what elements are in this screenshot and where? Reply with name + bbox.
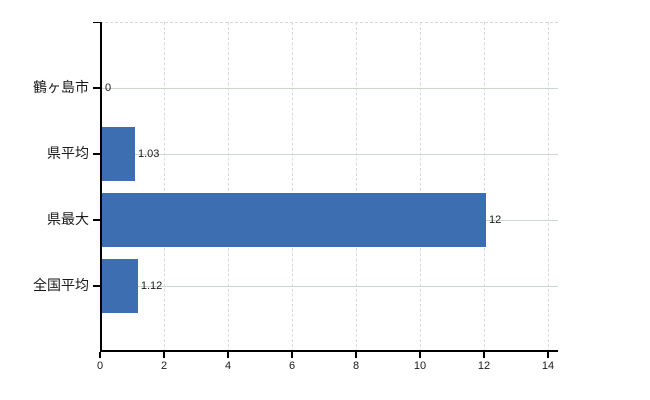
x-axis-tick xyxy=(227,352,229,358)
x-axis xyxy=(100,350,558,352)
plot-top-gridline xyxy=(100,22,558,23)
y-axis-tick xyxy=(93,219,100,221)
bar xyxy=(102,127,135,181)
x-axis-tick-label: 0 xyxy=(96,360,104,372)
x-axis-tick-label: 6 xyxy=(288,360,296,372)
x-axis-tick xyxy=(483,352,485,358)
category-label: 県平均 xyxy=(47,145,89,161)
bar-value-label: 1.12 xyxy=(140,280,163,292)
y-axis-top-tick xyxy=(93,21,100,23)
y-axis xyxy=(100,22,102,352)
x-axis-tick xyxy=(547,352,549,358)
horizontal-gridline xyxy=(100,153,558,155)
bar xyxy=(102,193,486,247)
category-label: 県最大 xyxy=(47,211,89,227)
bar-value-label: 0 xyxy=(105,82,112,94)
x-axis-tick-label: 2 xyxy=(160,360,168,372)
category-label: 鶴ヶ島市 xyxy=(33,79,89,95)
x-axis-tick-label: 12 xyxy=(477,360,491,372)
vertical-gridline xyxy=(420,22,421,352)
x-axis-tick-label: 10 xyxy=(413,360,427,372)
bar-value-label: 12 xyxy=(489,214,502,226)
horizontal-gridline xyxy=(100,285,558,287)
vertical-gridline xyxy=(228,22,229,352)
x-axis-tick-label: 4 xyxy=(224,360,232,372)
x-axis-tick-label: 8 xyxy=(352,360,360,372)
x-axis-tick xyxy=(355,352,357,358)
vertical-gridline xyxy=(292,22,293,352)
y-axis-tick xyxy=(93,153,100,155)
bar-value-label: 1.03 xyxy=(137,148,160,160)
bar xyxy=(102,259,138,313)
x-axis-tick xyxy=(291,352,293,358)
y-axis-tick xyxy=(93,285,100,287)
horizontal-gridline xyxy=(100,87,558,89)
x-axis-tick xyxy=(99,352,101,358)
vertical-gridline xyxy=(484,22,485,352)
vertical-gridline xyxy=(164,22,165,352)
x-axis-tick xyxy=(163,352,165,358)
y-axis-tick xyxy=(93,87,100,89)
vertical-gridline xyxy=(356,22,357,352)
vertical-gridline xyxy=(548,22,549,352)
x-axis-tick-label: 14 xyxy=(541,360,555,372)
category-label: 全国平均 xyxy=(33,277,89,293)
x-axis-tick xyxy=(419,352,421,358)
